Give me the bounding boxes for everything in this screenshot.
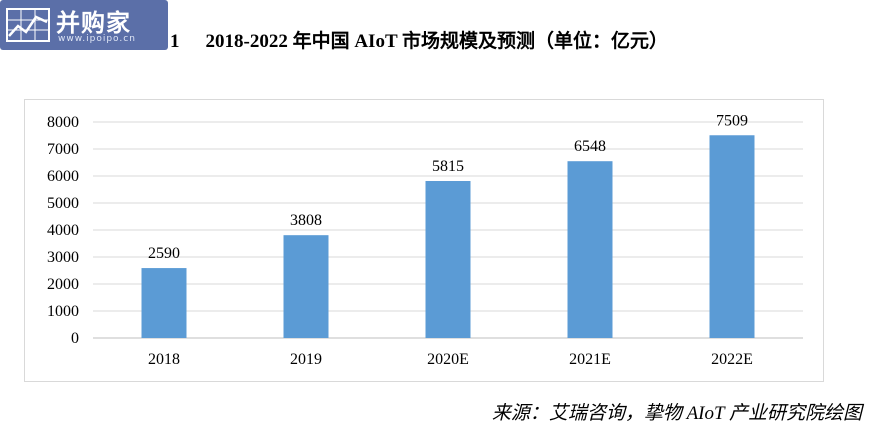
- y-tick-label: 5000: [47, 195, 79, 212]
- figure-title-text: 2018-2022 年中国 AIoT 市场规模及预测（单位：亿元）: [205, 31, 669, 52]
- x-tick-label: 2022E: [711, 351, 753, 368]
- bar: [425, 180, 471, 338]
- y-tick-label: 3000: [47, 249, 79, 266]
- data-label: 5815: [432, 158, 464, 175]
- logo: 并购家 www.ipoipo.cn: [0, 0, 168, 50]
- data-label: 3808: [290, 212, 322, 229]
- x-tick-label: 2018: [148, 351, 180, 368]
- figure-number: 1: [170, 31, 180, 52]
- y-tick-label: 1000: [47, 303, 79, 320]
- x-tick-label: 2020E: [427, 351, 469, 368]
- bar-chart: 0 1000 2000 3000 4000 5000 6000 7000 8000 2590 201…: [47, 112, 803, 368]
- y-tick-label: 8000: [47, 114, 79, 131]
- bar: [567, 161, 613, 338]
- figure-title: 1 2018-2022 年中国 AIoT 市场规模及预测（单位：亿元）: [170, 26, 668, 53]
- logo-url: www.ipoipo.cn: [58, 34, 136, 44]
- y-tick-label: 7000: [47, 141, 79, 158]
- data-label: 7509: [716, 112, 748, 129]
- bar: [283, 235, 329, 338]
- logo-name: 并购家: [56, 9, 131, 37]
- y-tick-label: 4000: [47, 222, 79, 239]
- chart-logo-icon: [6, 8, 50, 42]
- bar: [141, 268, 187, 338]
- y-tick-label: 0: [71, 330, 79, 347]
- x-tick-label: 2019: [290, 351, 322, 368]
- chart-frame: 0 1000 2000 3000 4000 5000 6000 7000 8000 2590 201…: [24, 99, 824, 382]
- y-tick-label: 2000: [47, 276, 79, 293]
- source-note: 来源：艾瑞咨询，挚物 AIoT 产业研究院绘图: [491, 403, 862, 424]
- y-tick-label: 6000: [47, 168, 79, 185]
- data-label: 2590: [148, 245, 180, 262]
- data-label: 6548: [574, 138, 606, 155]
- bar: [709, 135, 755, 338]
- x-tick-label: 2021E: [569, 351, 611, 368]
